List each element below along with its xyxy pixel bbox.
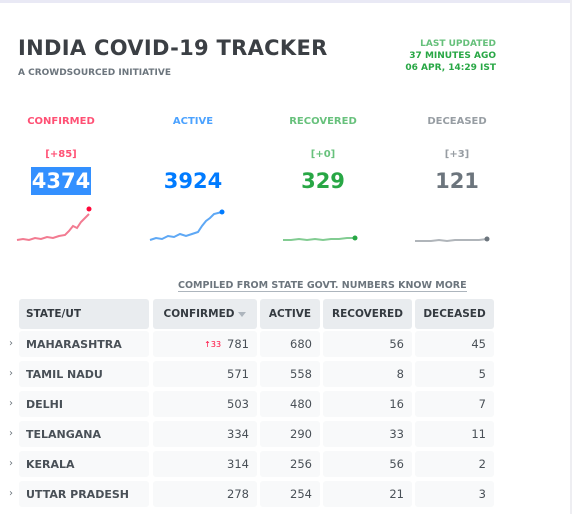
stat-active-value: 3924 <box>163 169 223 193</box>
cell-deceased: 5 <box>415 361 494 387</box>
caret-down-icon[interactable] <box>238 311 247 317</box>
stat-active-label: ACTIVE <box>172 116 214 127</box>
cell-active: 680 <box>260 331 320 357</box>
last-updated-label: LAST UPDATED <box>420 39 496 49</box>
cell-active: 290 <box>260 421 320 447</box>
stat-confirmed-label: CONFIRMED <box>27 116 95 127</box>
chevron-right-icon[interactable]: › <box>9 398 13 409</box>
chevron-right-icon[interactable]: › <box>9 338 13 349</box>
page-subtitle: A CROWDSOURCED INITIATIVE <box>18 68 171 78</box>
cell-state: DELHI <box>19 391 149 417</box>
cell-confirmed-value: 314 <box>227 457 249 471</box>
cell-confirmed-value: 278 <box>227 487 249 501</box>
header-state[interactable]: STATE/UT <box>19 299 149 329</box>
compiled-note-link[interactable]: COMPILED FROM STATE GOVT. NUMBERS KNOW M… <box>178 280 467 292</box>
sparkline-confirmed-dot <box>86 206 92 212</box>
cell-confirmed: 334 <box>153 421 257 447</box>
cell-recovered: 16 <box>323 391 412 417</box>
top-border <box>0 0 572 3</box>
scrollbar-track[interactable] <box>570 0 572 514</box>
cell-recovered: 21 <box>323 481 412 507</box>
chevron-right-icon[interactable]: › <box>9 368 13 379</box>
sparkline-deceased <box>415 236 490 243</box>
cell-recovered: 56 <box>323 331 412 357</box>
cell-active: 254 <box>260 481 320 507</box>
cell-confirmed: ↑33 781 <box>153 331 257 357</box>
cell-state: UTTAR PRADESH <box>19 481 149 507</box>
sparkline-recovered <box>283 235 358 242</box>
stat-active[interactable]: ACTIVE 3924 <box>133 116 253 195</box>
cell-active: 256 <box>260 451 320 477</box>
cell-deceased: 11 <box>415 421 494 447</box>
cell-state: TAMIL NADU <box>19 361 149 387</box>
stat-confirmed-value: 4374 <box>30 167 92 195</box>
page-title: INDIA COVID-19 TRACKER <box>18 36 328 60</box>
cell-recovered: 8 <box>323 361 412 387</box>
last-updated-ago: 37 MINUTES AGO <box>409 51 496 61</box>
stat-confirmed-delta: [+85] <box>45 149 77 160</box>
cell-confirmed-value: 781 <box>227 337 249 351</box>
chevron-right-icon[interactable]: › <box>9 458 13 469</box>
cell-deceased: 45 <box>415 331 494 357</box>
cell-deceased: 2 <box>415 451 494 477</box>
cell-confirmed-value: 503 <box>227 397 249 411</box>
cell-deceased: 7 <box>415 391 494 417</box>
stat-recovered-label: RECOVERED <box>289 116 357 127</box>
header-confirmed[interactable]: CONFIRMED <box>153 299 257 329</box>
header-active[interactable]: ACTIVE <box>260 299 320 329</box>
cell-active: 480 <box>260 391 320 417</box>
stat-deceased-value: 121 <box>435 169 479 193</box>
stat-recovered-value: 329 <box>301 169 345 193</box>
stat-recovered-delta: [+0] <box>310 149 336 160</box>
stat-deceased[interactable]: DECEASED [+3] 121 <box>397 116 517 195</box>
sparkline-active-dot <box>219 209 225 215</box>
cell-deceased: 3 <box>415 481 494 507</box>
cell-active: 558 <box>260 361 320 387</box>
stat-recovered[interactable]: RECOVERED [+0] 329 <box>263 116 383 195</box>
cell-confirmed: 278 <box>153 481 257 507</box>
cell-state: TELANGANA <box>19 421 149 447</box>
header-recovered[interactable]: RECOVERED <box>323 299 412 329</box>
stat-deceased-delta: [+3] <box>444 149 470 160</box>
stat-active-delta <box>133 149 253 163</box>
sparkline-recovered-dot <box>352 235 358 241</box>
chevron-right-icon[interactable]: › <box>9 428 13 439</box>
cell-confirmed: 503 <box>153 391 257 417</box>
last-updated-time: 06 APR, 14:29 IST <box>405 63 496 73</box>
cell-confirmed: 314 <box>153 451 257 477</box>
cell-confirmed-value: 334 <box>227 427 249 441</box>
cell-state: KERALA <box>19 451 149 477</box>
cell-confirmed: 571 <box>153 361 257 387</box>
header-deceased[interactable]: DECEASED <box>415 299 494 329</box>
chevron-right-icon[interactable]: › <box>9 488 13 499</box>
stat-confirmed[interactable]: CONFIRMED [+85] 4374 <box>1 116 121 195</box>
stat-deceased-label: DECEASED <box>427 116 487 127</box>
cell-recovered: 56 <box>323 451 412 477</box>
cell-recovered: 33 <box>323 421 412 447</box>
cell-confirmed-value: 571 <box>227 367 249 381</box>
cell-state: MAHARASHTRA <box>19 331 149 357</box>
sparkline-deceased-dot <box>484 236 490 242</box>
last-updated: LAST UPDATED 37 MINUTES AGO 06 APR, 14:2… <box>405 38 496 74</box>
sparkline-confirmed <box>16 206 92 242</box>
sparkline-active <box>149 209 225 241</box>
header-confirmed-label: CONFIRMED <box>163 308 235 320</box>
cell-confirmed-increase: ↑33 <box>204 339 222 349</box>
